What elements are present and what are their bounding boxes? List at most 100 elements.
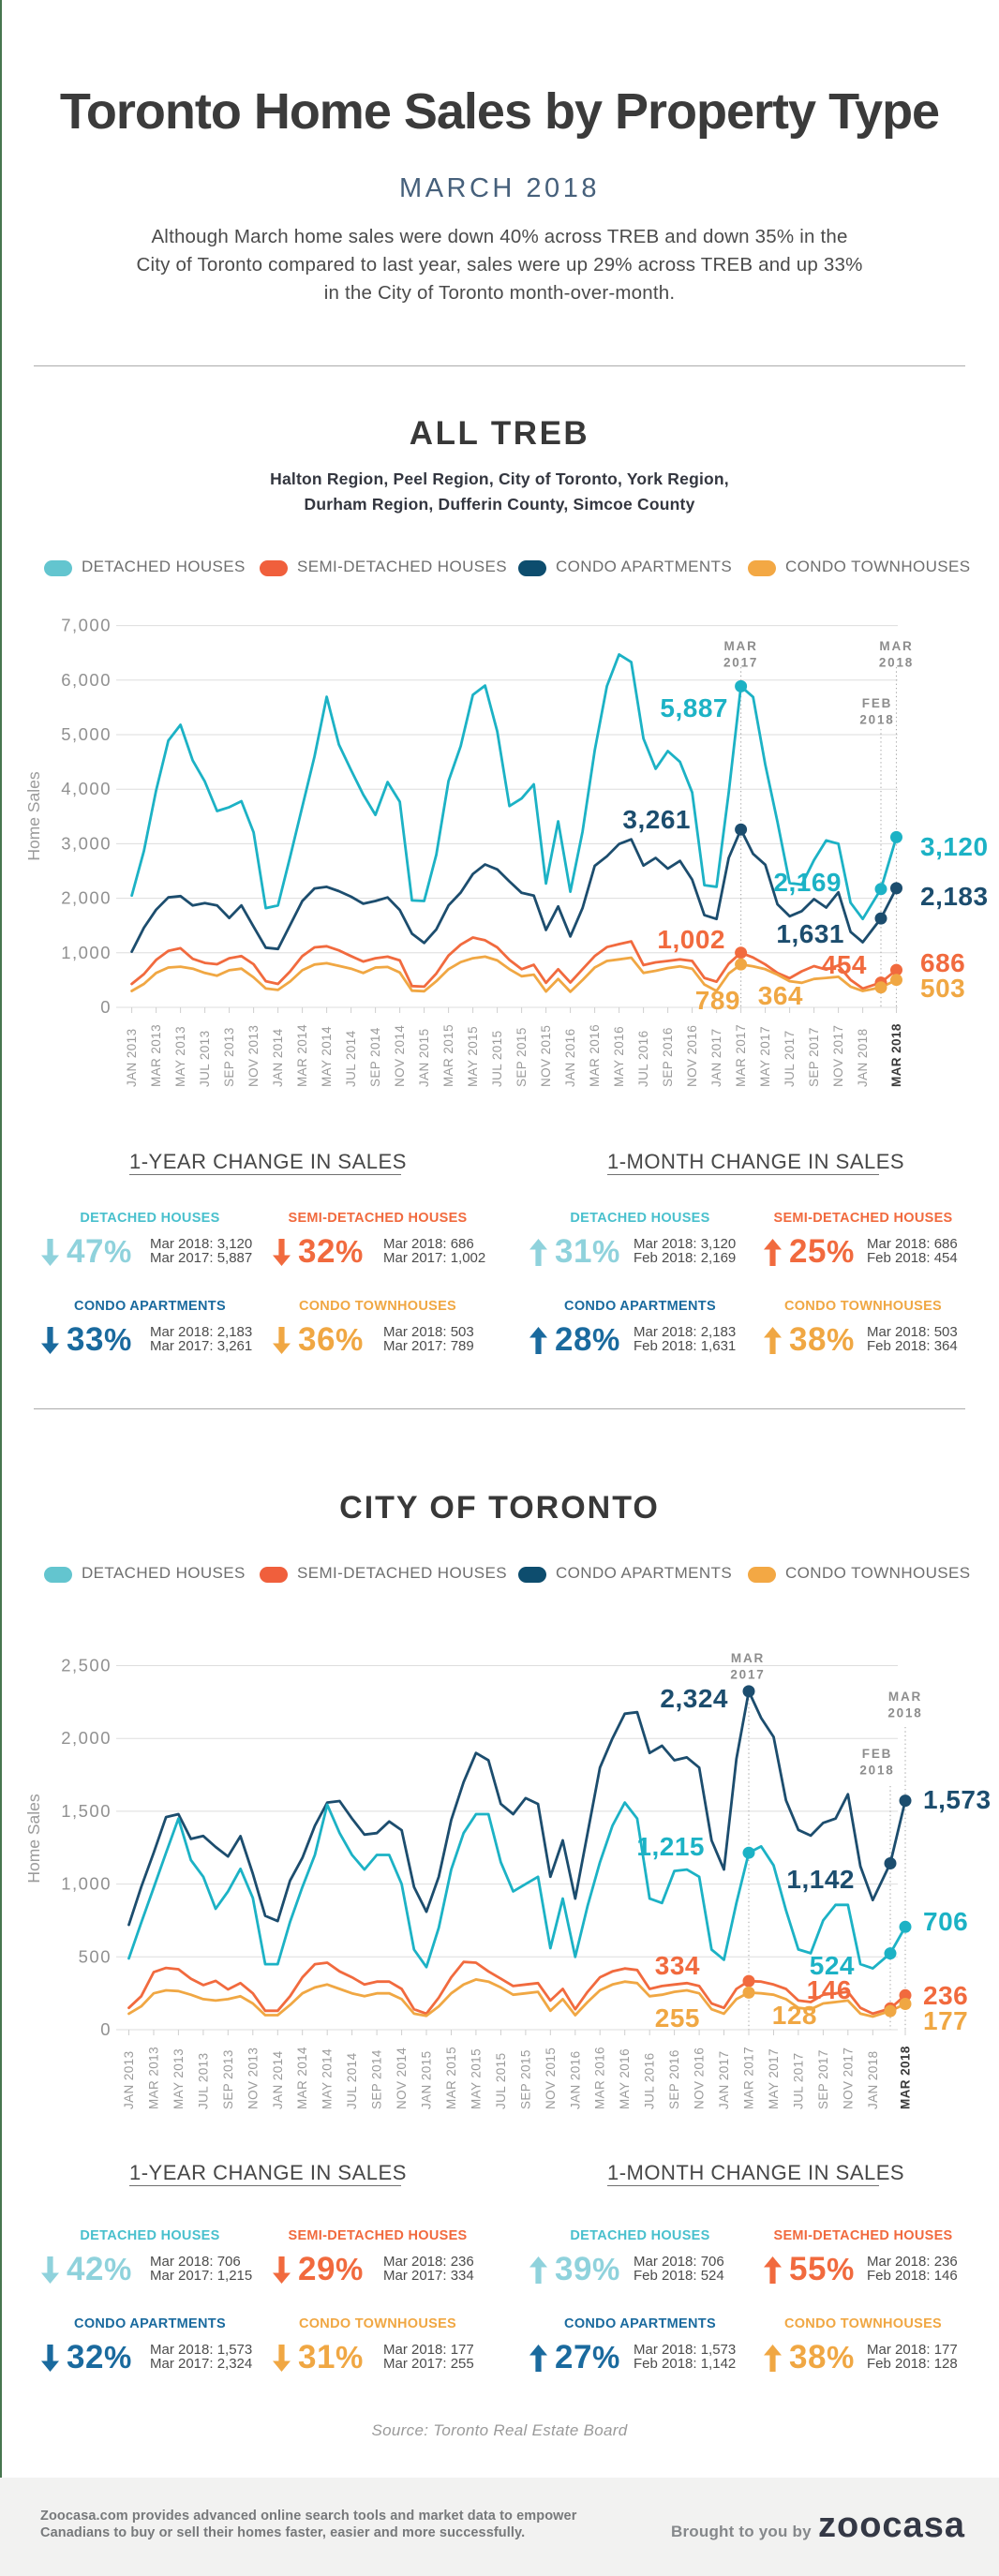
svg-text:NOV 2016: NOV 2016 <box>693 2047 707 2109</box>
svg-text:0: 0 <box>100 997 112 1017</box>
svg-text:2,324: 2,324 <box>660 1684 728 1713</box>
svg-text:JUL 2014: JUL 2014 <box>344 1030 358 1087</box>
svg-text:3,120: 3,120 <box>920 832 989 861</box>
svg-text:JUL 2014: JUL 2014 <box>345 2052 359 2109</box>
svg-text:JAN 2017: JAN 2017 <box>717 2051 731 2110</box>
svg-text:SEP 2017: SEP 2017 <box>807 1027 821 1087</box>
svg-text:MAR 2014: MAR 2014 <box>295 1024 309 1087</box>
svg-text:JAN 2014: JAN 2014 <box>271 1028 285 1087</box>
svg-text:454: 454 <box>822 950 867 979</box>
svg-text:MAR 2017: MAR 2017 <box>734 1024 748 1087</box>
svg-text:1,573: 1,573 <box>923 1785 992 1814</box>
svg-text:2,000: 2,000 <box>61 888 112 908</box>
svg-text:MAR 2016: MAR 2016 <box>593 2047 607 2109</box>
svg-text:146: 146 <box>807 1975 852 2004</box>
svg-text:MAY 2013: MAY 2013 <box>173 1026 187 1087</box>
svg-text:5,000: 5,000 <box>61 724 112 744</box>
svg-text:1,215: 1,215 <box>636 1832 705 1861</box>
svg-text:JAN 2015: JAN 2015 <box>417 1029 431 1088</box>
svg-text:7,000: 7,000 <box>61 616 112 635</box>
svg-text:JUL 2013: JUL 2013 <box>196 2053 210 2110</box>
svg-text:MAY 2017: MAY 2017 <box>767 2048 781 2109</box>
svg-text:NOV 2017: NOV 2017 <box>831 1025 845 1087</box>
svg-text:SEP 2013: SEP 2013 <box>221 2049 235 2109</box>
svg-text:JAN 2018: JAN 2018 <box>856 1029 870 1088</box>
svg-text:686: 686 <box>920 948 965 977</box>
svg-text:4,000: 4,000 <box>61 779 112 798</box>
svg-text:2,169: 2,169 <box>773 868 842 897</box>
svg-text:334: 334 <box>655 1951 700 1980</box>
svg-text:1,000: 1,000 <box>61 943 112 962</box>
svg-text:JAN 2016: JAN 2016 <box>568 2051 582 2110</box>
svg-text:JAN 2018: JAN 2018 <box>866 2051 880 2110</box>
svg-text:MAR: MAR <box>888 1690 922 1704</box>
svg-text:0: 0 <box>100 2019 112 2039</box>
svg-text:JAN 2013: JAN 2013 <box>125 1029 139 1088</box>
svg-text:2018: 2018 <box>859 713 894 727</box>
svg-text:JUL 2017: JUL 2017 <box>791 2053 805 2110</box>
svg-text:JUL 2015: JUL 2015 <box>490 1031 504 1088</box>
svg-text:MAY 2016: MAY 2016 <box>618 2048 632 2109</box>
svg-text:MAR 2014: MAR 2014 <box>295 2047 309 2109</box>
svg-text:6,000: 6,000 <box>61 670 112 690</box>
svg-text:1,002: 1,002 <box>657 925 725 954</box>
svg-text:1,000: 1,000 <box>61 1874 112 1894</box>
svg-text:SEP 2016: SEP 2016 <box>667 2049 681 2109</box>
svg-text:NOV 2014: NOV 2014 <box>393 1025 407 1087</box>
svg-text:1,631: 1,631 <box>776 919 844 948</box>
svg-text:5,887: 5,887 <box>660 693 728 722</box>
svg-text:Home Sales: Home Sales <box>24 771 43 861</box>
svg-text:NOV 2016: NOV 2016 <box>685 1025 699 1087</box>
svg-text:SEP 2013: SEP 2013 <box>222 1027 236 1087</box>
svg-text:503: 503 <box>920 974 965 1003</box>
svg-text:NOV 2017: NOV 2017 <box>841 2047 855 2109</box>
svg-text:MAR 2018: MAR 2018 <box>889 1023 903 1087</box>
svg-text:2017: 2017 <box>723 656 758 670</box>
svg-text:MAR 2018: MAR 2018 <box>899 2046 913 2109</box>
svg-text:MAY 2013: MAY 2013 <box>171 2048 186 2109</box>
svg-text:2,500: 2,500 <box>61 1656 112 1675</box>
svg-text:MAR: MAR <box>731 1651 765 1665</box>
svg-text:JAN 2017: JAN 2017 <box>709 1029 723 1088</box>
svg-text:MAR 2017: MAR 2017 <box>742 2047 756 2109</box>
svg-text:MAR 2013: MAR 2013 <box>149 1024 163 1087</box>
svg-text:JAN 2016: JAN 2016 <box>563 1029 577 1088</box>
svg-text:MAY 2014: MAY 2014 <box>320 1026 334 1087</box>
svg-text:JUL 2017: JUL 2017 <box>783 1031 797 1088</box>
svg-text:FEB: FEB <box>862 696 892 710</box>
svg-text:FEB: FEB <box>862 1747 892 1761</box>
svg-text:JUL 2016: JUL 2016 <box>643 2053 657 2110</box>
svg-text:SEP 2015: SEP 2015 <box>514 1027 529 1087</box>
svg-text:128: 128 <box>772 2001 817 2030</box>
svg-text:2017: 2017 <box>730 1668 765 1682</box>
svg-text:NOV 2013: NOV 2013 <box>246 2047 260 2109</box>
svg-text:JUL 2015: JUL 2015 <box>494 2053 508 2110</box>
svg-text:NOV 2014: NOV 2014 <box>395 2047 409 2109</box>
svg-text:789: 789 <box>695 986 740 1015</box>
svg-text:MAR 2015: MAR 2015 <box>441 1024 455 1087</box>
svg-text:2018: 2018 <box>887 1706 922 1720</box>
svg-text:NOV 2015: NOV 2015 <box>544 2047 558 2109</box>
svg-text:MAY 2017: MAY 2017 <box>758 1026 772 1087</box>
svg-text:NOV 2013: NOV 2013 <box>246 1025 261 1087</box>
svg-text:500: 500 <box>79 1946 112 1966</box>
svg-text:236: 236 <box>923 1981 968 2010</box>
svg-text:MAY 2015: MAY 2015 <box>466 1026 480 1087</box>
svg-text:2,000: 2,000 <box>61 1728 112 1748</box>
svg-text:MAR 2015: MAR 2015 <box>444 2047 458 2109</box>
svg-text:NOV 2015: NOV 2015 <box>539 1025 553 1087</box>
svg-text:364: 364 <box>758 981 803 1010</box>
svg-text:MAY 2016: MAY 2016 <box>612 1026 626 1087</box>
svg-text:1,500: 1,500 <box>61 1801 112 1821</box>
svg-text:255: 255 <box>655 2003 700 2033</box>
svg-text:MAR: MAR <box>879 639 913 653</box>
svg-text:MAR: MAR <box>724 639 758 653</box>
svg-text:MAY 2014: MAY 2014 <box>321 2048 335 2109</box>
svg-text:Home Sales: Home Sales <box>24 1794 43 1884</box>
svg-text:2018: 2018 <box>879 656 914 670</box>
svg-text:MAY 2015: MAY 2015 <box>469 2048 483 2109</box>
svg-text:3,261: 3,261 <box>622 805 691 834</box>
svg-text:SEP 2014: SEP 2014 <box>370 2049 384 2109</box>
svg-text:2018: 2018 <box>859 1764 894 1778</box>
svg-text:JUL 2013: JUL 2013 <box>198 1031 212 1088</box>
